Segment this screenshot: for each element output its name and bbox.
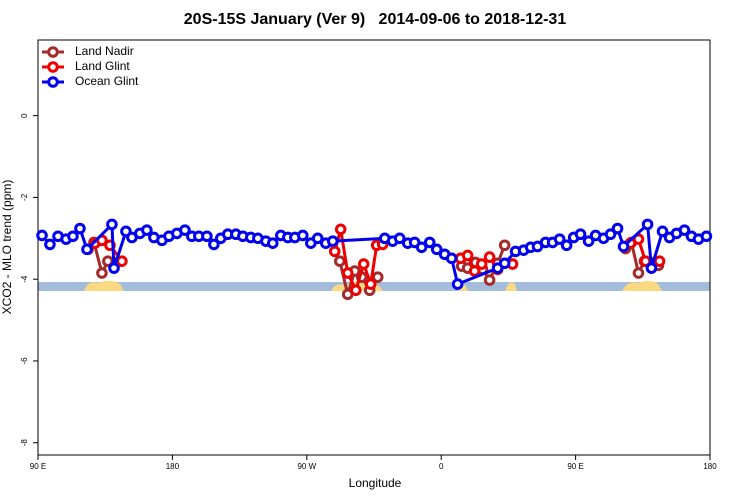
series-point bbox=[451, 278, 464, 290]
series-point bbox=[475, 258, 488, 270]
legend-marker bbox=[47, 76, 59, 88]
series-point bbox=[560, 239, 573, 252]
series-point bbox=[108, 262, 120, 274]
y-axis-label: XCO2 - MLO trend (ppm) bbox=[0, 180, 14, 315]
series-point bbox=[67, 230, 79, 243]
y-tick-label: 0 bbox=[20, 113, 29, 118]
x-tick-label: 90 E bbox=[30, 462, 46, 471]
series-point bbox=[364, 278, 377, 290]
series-point bbox=[483, 274, 496, 286]
land-strip bbox=[84, 280, 124, 291]
series-point bbox=[334, 223, 347, 236]
series-point bbox=[141, 224, 153, 236]
series-point bbox=[632, 233, 645, 245]
chart-title: 20S-15S January (Ver 9) 2014-09-06 to 20… bbox=[184, 11, 567, 28]
series-point bbox=[582, 235, 595, 247]
series-point bbox=[611, 222, 624, 235]
series-point bbox=[81, 243, 93, 256]
series-point bbox=[208, 238, 220, 251]
series-point bbox=[74, 222, 86, 235]
series-point bbox=[553, 233, 566, 245]
series-point bbox=[445, 252, 458, 265]
series-point bbox=[349, 284, 362, 297]
series-point bbox=[106, 218, 118, 231]
series-point bbox=[430, 243, 443, 256]
y-tick-label: -4 bbox=[20, 275, 29, 283]
series-point bbox=[371, 271, 384, 283]
x-tick-label: 180 bbox=[703, 462, 717, 471]
series-point bbox=[645, 262, 658, 274]
series-point bbox=[423, 236, 436, 249]
series-point bbox=[96, 267, 108, 279]
series-point bbox=[604, 228, 617, 241]
y-tick-label: -2 bbox=[20, 193, 29, 201]
series-point bbox=[574, 228, 587, 241]
series-point bbox=[415, 241, 428, 254]
series-point bbox=[296, 229, 309, 242]
plot-frame bbox=[37, 39, 711, 456]
series-point bbox=[326, 235, 339, 247]
x-axis-label: Longitude bbox=[349, 476, 402, 490]
series-point bbox=[44, 238, 56, 251]
series-point bbox=[334, 255, 346, 267]
legend-label: Ocean Glint bbox=[75, 74, 139, 88]
land-strip bbox=[622, 280, 662, 291]
series-point bbox=[341, 267, 354, 279]
series-point bbox=[357, 258, 370, 270]
series-point bbox=[266, 237, 279, 250]
series-point bbox=[393, 232, 406, 245]
legend-label: Land Nadir bbox=[75, 44, 134, 58]
series-point bbox=[700, 230, 713, 243]
series-point bbox=[179, 224, 191, 236]
series-point bbox=[36, 229, 48, 242]
series-point bbox=[632, 267, 645, 279]
series-point bbox=[468, 265, 481, 277]
x-tick-label: 180 bbox=[166, 462, 180, 471]
y-tick-label: -6 bbox=[20, 357, 29, 365]
series-point bbox=[653, 255, 666, 267]
series-point bbox=[201, 230, 213, 243]
series-point bbox=[483, 251, 496, 263]
land-strip bbox=[505, 282, 517, 291]
legend-marker bbox=[47, 46, 59, 58]
series-line bbox=[333, 228, 383, 295]
series-point bbox=[116, 255, 128, 267]
series-point bbox=[678, 224, 691, 236]
series-point bbox=[498, 257, 511, 270]
series-point bbox=[311, 232, 324, 245]
series-point bbox=[328, 245, 341, 258]
series-point bbox=[498, 239, 511, 252]
series-point bbox=[461, 249, 474, 262]
x-tick-label: 0 bbox=[439, 462, 444, 471]
x-tick-label: 90 E bbox=[567, 462, 583, 471]
legend-marker bbox=[47, 61, 59, 73]
y-tick-label: -8 bbox=[20, 439, 29, 447]
series-point bbox=[617, 240, 630, 253]
x-tick-label: 90 W bbox=[297, 462, 316, 471]
series-point bbox=[656, 225, 669, 238]
series-point bbox=[641, 218, 654, 231]
legend-label: Land Glint bbox=[75, 59, 130, 73]
